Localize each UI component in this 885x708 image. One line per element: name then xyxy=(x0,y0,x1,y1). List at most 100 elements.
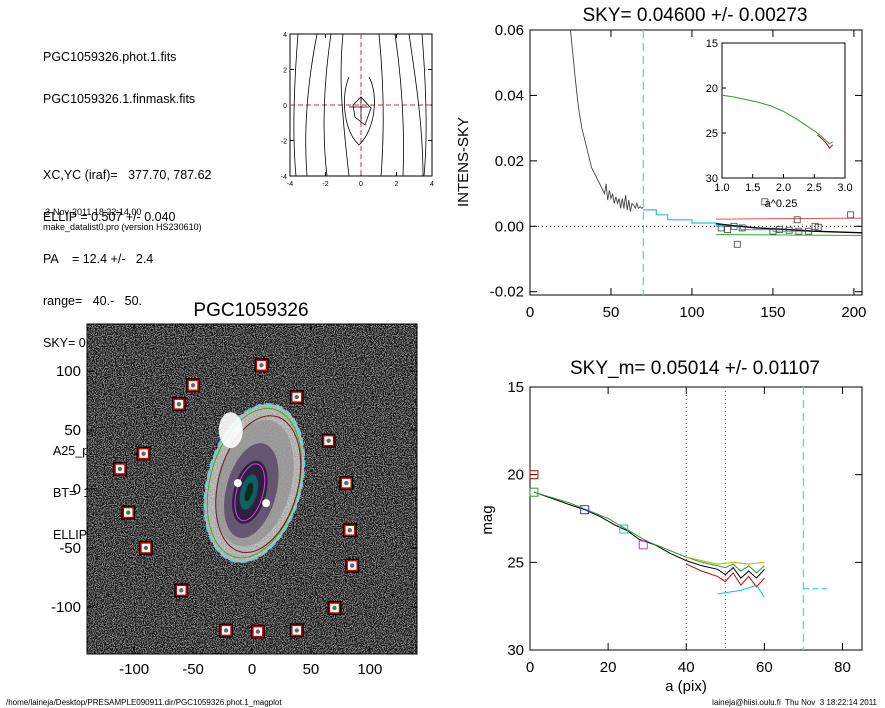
sky-sample-marker xyxy=(847,211,855,219)
sky-sample-marker xyxy=(814,223,822,231)
masked-star xyxy=(117,466,123,472)
mag-ytick-label: 15 xyxy=(507,379,524,396)
masked-star-box-red xyxy=(252,625,264,638)
sky-sample-marker xyxy=(730,222,738,230)
run-date: 3-Nov-2011 18:22:14.00 xyxy=(45,207,142,217)
sky-ellipse-cyan xyxy=(203,403,306,564)
sky-sample-marker xyxy=(738,224,746,232)
param-line: PA = 12.4 +/- 2.4 xyxy=(43,252,154,266)
masked-star-box-red xyxy=(122,506,134,519)
inset-xtick-label: 2.0 xyxy=(776,182,791,194)
param-line: range= 40.- 50. xyxy=(43,294,143,308)
masked-star-box-red xyxy=(140,542,152,554)
contour-line xyxy=(305,33,318,177)
contour-line xyxy=(340,33,350,177)
profile-ytick-label: -0.02 xyxy=(490,284,524,301)
inset-frame xyxy=(721,42,846,179)
masked-star-box-red xyxy=(137,447,150,460)
inset-xtick-label: 2.5 xyxy=(807,182,822,194)
sky-sample-marker xyxy=(795,227,803,235)
mag-series-line xyxy=(717,584,765,598)
contour-line xyxy=(394,33,404,177)
masked-star xyxy=(347,528,353,533)
masked-star-center xyxy=(233,479,242,488)
sky-sample-marker xyxy=(717,224,725,232)
masked-star xyxy=(176,401,182,407)
profile-plot-area: 0 50 100 150 200 0.06 0.04 0.02 0.00 -0.02 xyxy=(490,22,867,321)
sky-step-line xyxy=(643,209,814,232)
masked-star-box-red xyxy=(114,463,126,475)
mag-series-line xyxy=(685,563,765,588)
contour-xtick-label: -2 xyxy=(322,181,328,188)
mag-xtick-label: 0 xyxy=(526,659,534,676)
masked-star-box-red xyxy=(220,624,232,637)
profile-xtick-label: 100 xyxy=(679,304,704,321)
masked-star xyxy=(143,545,149,551)
contour-line xyxy=(293,33,299,177)
masked-star xyxy=(326,438,331,443)
masked-star xyxy=(190,383,196,388)
profile-title: SKY= 0.04600 +/- 0.00273 xyxy=(582,5,807,26)
program-version: make_datalist0.pro (version HS230610) xyxy=(43,222,202,232)
contour-lines xyxy=(293,33,427,177)
mag-ylabel: mag xyxy=(479,505,496,534)
sky-sample-marker xyxy=(733,240,741,248)
mag-series-line xyxy=(533,491,765,574)
contour-xtick-label: 0 xyxy=(359,181,363,188)
mag-plot-area: 0 20 40 60 80 15 20 25 30 xyxy=(507,379,863,676)
mag-marker xyxy=(638,540,648,550)
inset-plot-area: 1.0 1.5 2.0 2.5 3.0 15 20 25 30 xyxy=(706,38,853,194)
mag-title: SKY_m= 0.05014 +/- 0.01107 xyxy=(570,358,820,379)
galaxy-image-panel: PGC1059326 -100 -50 0 50 100 100 50 0 -50 -100 xyxy=(51,300,418,678)
mag-ytick-label: 30 xyxy=(507,642,524,659)
inset-ytick-label: 15 xyxy=(706,38,718,50)
profile-xtick-label: 150 xyxy=(760,304,785,321)
mag-ytick-label: 25 xyxy=(507,554,524,571)
contour-axes: -4 -2 0 2 4 4 2 0 -2 -4 xyxy=(281,32,434,188)
sky-sample-marker xyxy=(776,226,783,233)
inset-chart: a^0.25 1.0 1.5 2.0 2.5 3.0 15 20 25 30 xyxy=(706,38,853,210)
mag-marker xyxy=(580,505,590,515)
inset-xtick-label: 1.0 xyxy=(714,182,729,194)
masked-star xyxy=(344,480,349,486)
image-ytick-label: 50 xyxy=(64,422,81,439)
profile-line xyxy=(570,30,644,212)
footer-user: laineja@hiisi.oulu.fi Thu Nov 3 18:22:14… xyxy=(712,698,877,707)
image-xtick-label: 50 xyxy=(303,661,320,678)
contour-line xyxy=(352,96,372,126)
masked-star xyxy=(349,563,355,568)
mask-patch xyxy=(218,412,243,449)
masked-star xyxy=(294,628,299,633)
profile-xtick-label: 0 xyxy=(526,304,534,321)
param-line: ELLIP = 0.507 +/- 0.040 xyxy=(43,210,176,224)
image-ytick-label: 100 xyxy=(56,363,81,380)
contour-line xyxy=(408,33,424,177)
mag-series-line xyxy=(686,556,765,565)
mag-xlabel: a (pix) xyxy=(665,678,707,695)
image-ytick-label: -50 xyxy=(59,540,81,557)
sky-sample-marker xyxy=(769,227,777,235)
mag-xtick-label: 60 xyxy=(756,659,773,676)
masked-star xyxy=(126,510,131,515)
masked-star xyxy=(179,588,184,593)
mag-ytick-label: 20 xyxy=(507,467,524,484)
masked-star xyxy=(141,451,146,456)
mag-xtick-label: 80 xyxy=(834,659,851,676)
inset-ytick-label: 30 xyxy=(706,173,718,185)
inset-series-line xyxy=(721,94,833,145)
mag-frame xyxy=(529,386,863,651)
masked-star xyxy=(294,394,299,400)
masked-star xyxy=(255,629,261,634)
contour-xtick-label: 2 xyxy=(395,181,399,188)
mag-series-line xyxy=(533,491,765,579)
masked-star-box-red xyxy=(346,559,358,572)
sky-sample-marker xyxy=(761,198,769,206)
masked-star-box-red xyxy=(291,624,303,637)
param-line: XC,YC (iraf)= 377.70, 787.62 xyxy=(43,168,212,182)
masked-star-center xyxy=(262,499,271,508)
fit-ellipse-inner xyxy=(234,463,266,522)
contour-line xyxy=(344,76,375,146)
contour-line xyxy=(421,33,427,177)
image-xtick-label: -100 xyxy=(119,661,149,678)
contour-ytick-label: -2 xyxy=(281,139,287,146)
